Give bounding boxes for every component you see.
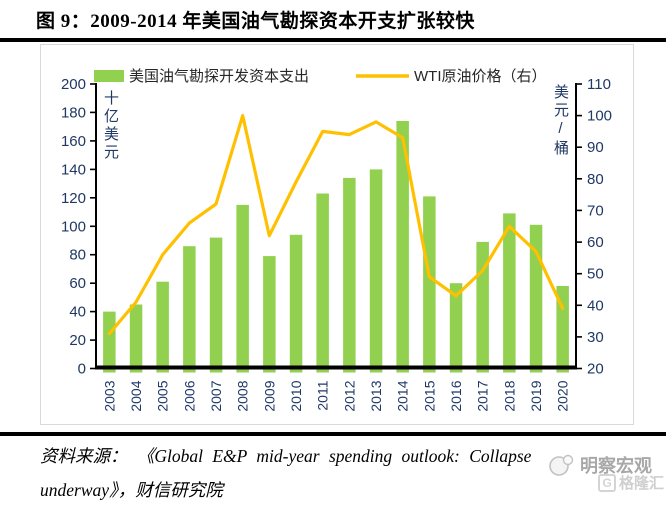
x-axis-label-2010: 2010: [288, 380, 304, 411]
x-axis-label-2009: 2009: [261, 380, 277, 411]
right-axis-tick-label: 30: [587, 329, 604, 346]
watermark: 明察宏观 G 格隆汇: [546, 450, 666, 504]
source-line-1: 资料来源： 《Global E&P mid-year spending outl…: [40, 446, 532, 466]
right-axis-tick-label: 110: [587, 76, 611, 93]
left-axis-tick-label: 140: [61, 161, 86, 178]
x-axis-label-2019: 2019: [528, 380, 544, 411]
footer-divider-rule: [0, 432, 666, 436]
x-axis-label-2004: 2004: [128, 380, 144, 411]
brand-logo-icon: [549, 454, 574, 476]
x-axis-label-2007: 2007: [208, 380, 224, 411]
legend-capex-label: 美国油气勘探开发资本支出: [129, 68, 309, 85]
left-axis-tick-label: 100: [61, 218, 86, 235]
bar-2014: [396, 121, 409, 373]
left-axis-tick-label: 40: [69, 304, 86, 321]
right-axis-tick-label: 70: [587, 202, 604, 219]
x-axis-label-2017: 2017: [475, 380, 491, 411]
right-axis-tick-label: 50: [587, 266, 604, 283]
wti-price-line: [107, 113, 565, 336]
bar-2013: [369, 169, 383, 373]
bar-2011: [316, 193, 329, 373]
left-axis-tick-label: 160: [61, 133, 86, 150]
x-axis-label-2015: 2015: [421, 380, 437, 411]
right-axis-tick-label: 60: [587, 234, 604, 251]
bar-2005: [156, 281, 169, 373]
x-axis-label-2013: 2013: [368, 380, 384, 411]
bar-2003: [103, 311, 116, 373]
bar-2006: [183, 246, 196, 373]
left-axis-tick-label: 200: [61, 76, 86, 93]
watermark-partner: G 格隆汇: [598, 472, 664, 493]
bar-2015: [423, 196, 436, 373]
left-axis-tick-label: 180: [61, 104, 86, 121]
chart-area: 美国油气勘探开发资本支出 WTI原油价格（右） 0 20 40 60 80 100 120 1…: [40, 44, 634, 425]
x-axis-label-2008: 2008: [235, 380, 251, 411]
source-line-2: underway》，财信研究院: [40, 479, 223, 500]
bar-2018: [503, 213, 516, 373]
combo-chart-svg: 美国油气勘探开发资本支出 WTI原油价格（右） 0 20 40 60 80 100 120 1…: [61, 68, 612, 412]
right-axis-tick-label: 20: [587, 361, 604, 378]
x-axis-label-2006: 2006: [181, 380, 197, 411]
x-axis-label-2014: 2014: [395, 380, 411, 411]
left-axis-tick-label: 120: [61, 190, 86, 207]
legend-capex-swatch: [94, 70, 124, 82]
x-axis-label-2011: 2011: [315, 380, 331, 410]
bar-2008: [236, 204, 249, 373]
left-axis-tick-label: 60: [69, 275, 86, 292]
watermark-brand-text: 明察宏观: [580, 456, 652, 476]
x-axis-label-2018: 2018: [501, 380, 517, 411]
bar-2010: [289, 234, 303, 373]
figure-title: 图 9：2009-2014 年美国油气勘探资本开支扩张较快: [36, 11, 475, 32]
x-axis-label-2020: 2020: [555, 380, 571, 411]
bar-2016: [449, 283, 463, 373]
right-axis-title: 美元/桶: [552, 84, 569, 158]
left-axis-title: 十亿美元: [102, 90, 119, 162]
gelonghui-g-icon: G: [598, 473, 616, 492]
x-axis-label-2005: 2005: [155, 380, 171, 411]
right-axis-tick-label: 90: [587, 139, 604, 156]
watermark-partner-text: 格隆汇: [619, 475, 665, 492]
bar-2004: [129, 304, 143, 373]
bar-2020: [556, 286, 569, 373]
bar-2012: [343, 177, 356, 373]
left-axis-tick-label: 80: [69, 247, 86, 264]
x-axis-label-2003: 2003: [101, 380, 117, 411]
title-divider-rule: [0, 38, 666, 42]
x-axis-label-2012: 2012: [341, 380, 357, 411]
right-axis-tick-label: 40: [587, 297, 604, 314]
source-note: 资料来源： 《Global E&P mid-year spending outl…: [40, 440, 615, 507]
left-axis-tick-label: 20: [69, 332, 86, 349]
bar-2009: [263, 256, 276, 373]
legend-wti-label: WTI原油价格（右）: [414, 68, 547, 85]
right-axis-tick-label: 80: [587, 171, 604, 188]
bar-2007: [209, 237, 223, 373]
x-axis-label-2016: 2016: [448, 380, 464, 411]
left-axis-tick-label: 0: [78, 361, 86, 378]
right-axis-tick-label: 100: [587, 108, 612, 125]
